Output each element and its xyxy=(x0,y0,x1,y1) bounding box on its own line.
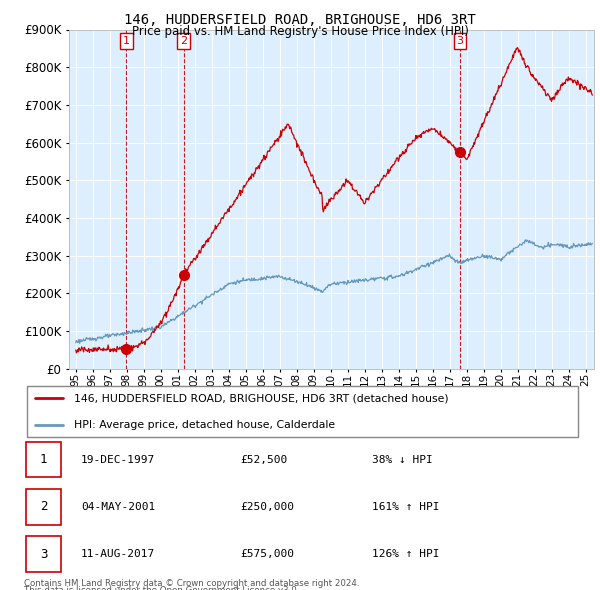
Text: 2: 2 xyxy=(180,36,187,46)
Text: 2: 2 xyxy=(40,500,47,513)
FancyBboxPatch shape xyxy=(27,386,578,437)
FancyBboxPatch shape xyxy=(26,536,61,572)
Text: 146, HUDDERSFIELD ROAD, BRIGHOUSE, HD6 3RT (detached house): 146, HUDDERSFIELD ROAD, BRIGHOUSE, HD6 3… xyxy=(74,393,449,403)
Text: 3: 3 xyxy=(457,36,464,46)
Text: This data is licensed under the Open Government Licence v3.0.: This data is licensed under the Open Gov… xyxy=(24,586,299,590)
Text: 38% ↓ HPI: 38% ↓ HPI xyxy=(372,455,433,464)
Text: 19-DEC-1997: 19-DEC-1997 xyxy=(81,455,155,464)
FancyBboxPatch shape xyxy=(26,489,61,525)
Text: Price paid vs. HM Land Registry's House Price Index (HPI): Price paid vs. HM Land Registry's House … xyxy=(131,25,469,38)
Text: £52,500: £52,500 xyxy=(240,455,287,464)
Text: Contains HM Land Registry data © Crown copyright and database right 2024.: Contains HM Land Registry data © Crown c… xyxy=(24,579,359,588)
Text: 11-AUG-2017: 11-AUG-2017 xyxy=(81,549,155,559)
Text: 1: 1 xyxy=(40,453,47,466)
FancyBboxPatch shape xyxy=(26,442,61,477)
Text: £250,000: £250,000 xyxy=(240,502,294,512)
Text: 04-MAY-2001: 04-MAY-2001 xyxy=(81,502,155,512)
Text: 161% ↑ HPI: 161% ↑ HPI xyxy=(372,502,439,512)
Text: £575,000: £575,000 xyxy=(240,549,294,559)
Text: 3: 3 xyxy=(40,548,47,560)
Text: 1: 1 xyxy=(123,36,130,46)
Text: HPI: Average price, detached house, Calderdale: HPI: Average price, detached house, Cald… xyxy=(74,420,335,430)
Text: 146, HUDDERSFIELD ROAD, BRIGHOUSE, HD6 3RT: 146, HUDDERSFIELD ROAD, BRIGHOUSE, HD6 3… xyxy=(124,13,476,27)
Text: 126% ↑ HPI: 126% ↑ HPI xyxy=(372,549,439,559)
